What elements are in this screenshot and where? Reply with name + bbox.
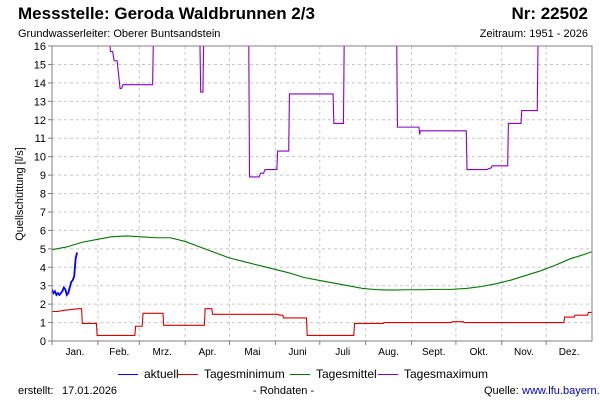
y-tick-label: 7 bbox=[40, 207, 46, 219]
x-tick-label: Jan. bbox=[65, 347, 84, 358]
y-tick-label: 14 bbox=[34, 78, 46, 90]
y-tick-label: 4 bbox=[40, 262, 46, 274]
station-number: Nr: 22502 bbox=[511, 4, 588, 23]
x-tick-label: Okt. bbox=[470, 347, 488, 358]
y-tick-label: 6 bbox=[40, 225, 46, 237]
series-layer bbox=[52, 46, 592, 337]
x-tick-label: Apr. bbox=[198, 347, 216, 358]
source-link[interactable]: www.lfu.bayern.de bbox=[522, 385, 600, 397]
y-tick-label: 16 bbox=[34, 41, 46, 53]
y-tick-label: 13 bbox=[34, 96, 46, 108]
x-tick-label: Juli bbox=[335, 347, 350, 358]
legend-item-max: Tagesmaximum bbox=[378, 367, 488, 381]
x-tick-label: Aug. bbox=[378, 347, 399, 358]
y-tick-label: 15 bbox=[34, 59, 46, 71]
legend-swatch-aktuell bbox=[118, 373, 138, 375]
y-tick-label: 12 bbox=[34, 115, 46, 127]
legend-label-min: Tagesminimum bbox=[204, 367, 285, 381]
legend-swatch-max bbox=[378, 373, 398, 375]
y-tick-label: 5 bbox=[40, 244, 46, 256]
x-tick-label: Dez. bbox=[559, 347, 580, 358]
legend-swatch-mittel bbox=[290, 373, 310, 375]
period-info: Zeitraum: 1951 - 2026 bbox=[479, 28, 588, 40]
y-tick-label: 10 bbox=[34, 152, 46, 164]
y-tick-label: 0 bbox=[40, 336, 46, 348]
x-tick-label: Mrz. bbox=[152, 347, 171, 358]
legend-item-min: Tagesminimum bbox=[178, 367, 285, 381]
legend-item-aktuell: aktuell bbox=[118, 367, 179, 381]
y-axis-label: Quellschüttung [l/s] bbox=[14, 147, 26, 241]
series-line-max bbox=[109, 46, 539, 178]
series-line-mittel bbox=[52, 235, 592, 291]
y-tick-label: 11 bbox=[35, 133, 46, 145]
series-line-aktuell bbox=[52, 252, 79, 297]
y-tick-label: 2 bbox=[40, 299, 46, 311]
legend-label-max: Tagesmaximum bbox=[404, 367, 489, 381]
x-tick-label: Sept. bbox=[422, 347, 445, 358]
legend-label-mittel: Tagesmittel bbox=[316, 367, 377, 381]
legend-label-aktuell: aktuell bbox=[144, 367, 179, 381]
x-tick-label: Juni bbox=[288, 347, 306, 358]
y-tick-label: 8 bbox=[40, 189, 46, 201]
x-tick-label: Feb. bbox=[109, 347, 129, 358]
x-tick-label: Mai bbox=[244, 347, 260, 358]
legend-swatch-min bbox=[178, 373, 198, 375]
series-line-min bbox=[52, 308, 592, 337]
x-axis: Jan. Feb. Mrz. Apr. Mai Juni Juli Aug. Sept. Okt.… bbox=[51, 341, 580, 358]
source-label: Quelle: bbox=[484, 385, 519, 397]
x-tick-label: Nov. bbox=[514, 347, 534, 358]
page-title: Messstelle: Geroda Waldbrunnen 2/3 bbox=[18, 4, 315, 23]
grid bbox=[51, 45, 592, 342]
aquifer-info: Grundwasserleiter: Oberer Buntsandstein bbox=[18, 28, 221, 40]
created-date: 17.01.2026 bbox=[62, 385, 118, 397]
y-tick-label: 9 bbox=[40, 170, 46, 182]
rawdata-note: - Rohdaten - bbox=[253, 385, 315, 397]
y-tick-label: 3 bbox=[40, 281, 46, 293]
y-tick-label: 1 bbox=[40, 318, 46, 330]
created-label: erstellt: bbox=[18, 385, 54, 397]
legend-item-mittel: Tagesmittel bbox=[290, 367, 377, 381]
